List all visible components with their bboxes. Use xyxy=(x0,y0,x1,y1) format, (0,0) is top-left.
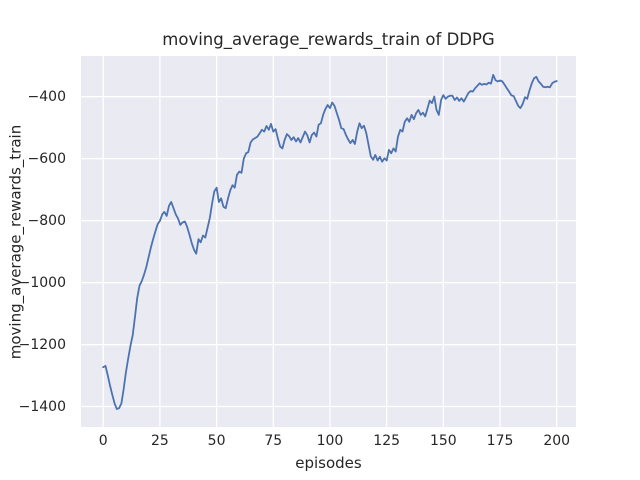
x-tick-label: 75 xyxy=(264,433,283,449)
x-tick-label: 100 xyxy=(316,433,344,449)
y-tick-label: −400 xyxy=(27,88,66,105)
x-tick-label: 25 xyxy=(150,433,169,449)
x-tick-label: 0 xyxy=(98,433,108,449)
plot-area xyxy=(81,56,576,427)
y-tick-label: −800 xyxy=(27,212,66,229)
chart-title: moving_average_rewards_train of DDPG xyxy=(162,30,495,49)
x-tick-label: 125 xyxy=(373,433,401,449)
x-tick-label: 200 xyxy=(543,433,571,449)
y-tick-label: −1200 xyxy=(18,336,66,353)
y-axis-label: moving_average_rewards_train xyxy=(6,124,25,360)
x-tick-label: 150 xyxy=(429,433,457,449)
data-line xyxy=(102,73,558,410)
line-chart-svg xyxy=(81,56,576,427)
x-tick-label: 175 xyxy=(486,433,514,449)
x-tick-label: 50 xyxy=(207,433,226,449)
y-tick-label: −600 xyxy=(27,150,66,167)
y-tick-label: −1000 xyxy=(18,274,66,291)
y-tick-label: −1400 xyxy=(18,398,66,415)
x-axis-label: episodes xyxy=(295,454,362,472)
